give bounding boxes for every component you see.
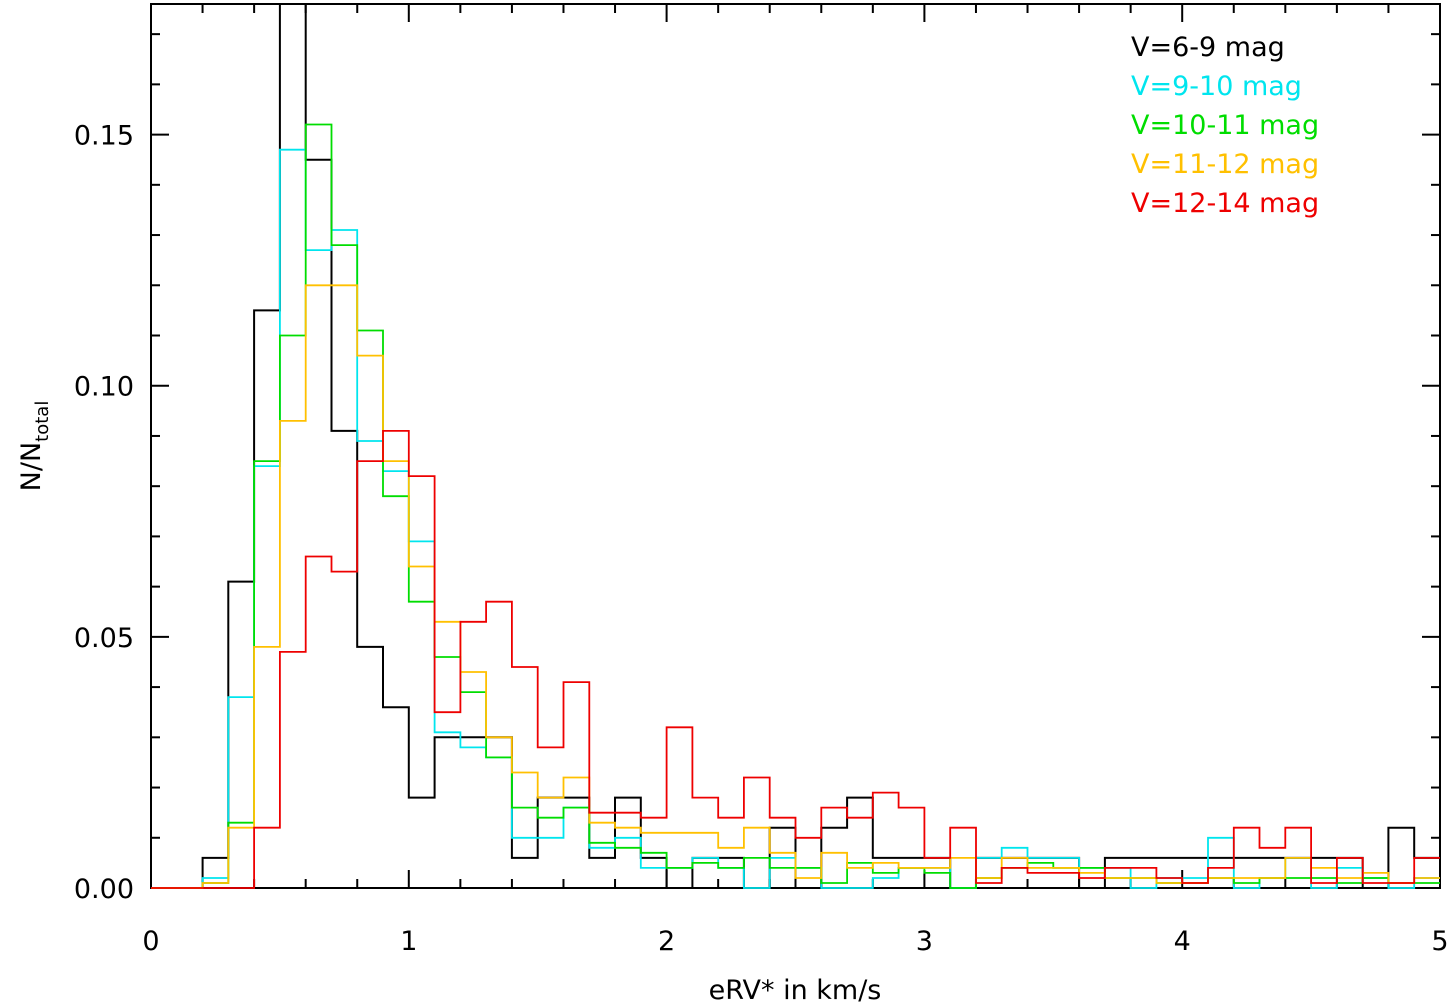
y-tick-label: 0.15 (74, 121, 134, 152)
x-tick-label: 0 (142, 926, 159, 957)
series-line-2 (151, 123, 1440, 889)
y-axis-title-main: N/N (16, 442, 47, 492)
legend-entry: V=6-9 mag (1131, 32, 1285, 63)
x-tick-label: 2 (658, 926, 675, 957)
y-axis-title: N/Ntotal (16, 401, 53, 492)
legend-entry: V=10-11 mag (1131, 110, 1319, 141)
legend-entry: V=9-10 mag (1131, 71, 1302, 102)
x-axis-title: eRV* in km/s (709, 975, 882, 1003)
legend: V=6-9 mag V=9-10 mag V=10-11 mag V=11-12 ma… (1131, 32, 1319, 219)
y-axis-title-subscript: total (32, 401, 53, 442)
y-tick-label: 0.10 (74, 372, 134, 403)
series-line-4 (151, 430, 1440, 889)
x-tick-label: 3 (916, 926, 933, 957)
series-line-1 (151, 148, 1440, 889)
series-layer (151, 3, 1440, 889)
x-tick-label: 4 (1174, 926, 1191, 957)
legend-entry: V=12-14 mag (1131, 188, 1319, 219)
svg-text:N/Ntotal: N/Ntotal (16, 401, 53, 492)
x-tick-label: 5 (1431, 926, 1448, 957)
series-line-3 (151, 284, 1440, 889)
legend-entry: V=11-12 mag (1131, 149, 1319, 180)
y-tick-labels: 0.00 0.05 0.10 0.15 (74, 121, 134, 905)
y-tick-label: 0.05 (74, 623, 134, 654)
x-tick-label: 1 (400, 926, 417, 957)
y-tick-label: 0.00 (74, 874, 134, 905)
x-tick-labels: 0 1 2 3 4 5 (142, 926, 1448, 957)
